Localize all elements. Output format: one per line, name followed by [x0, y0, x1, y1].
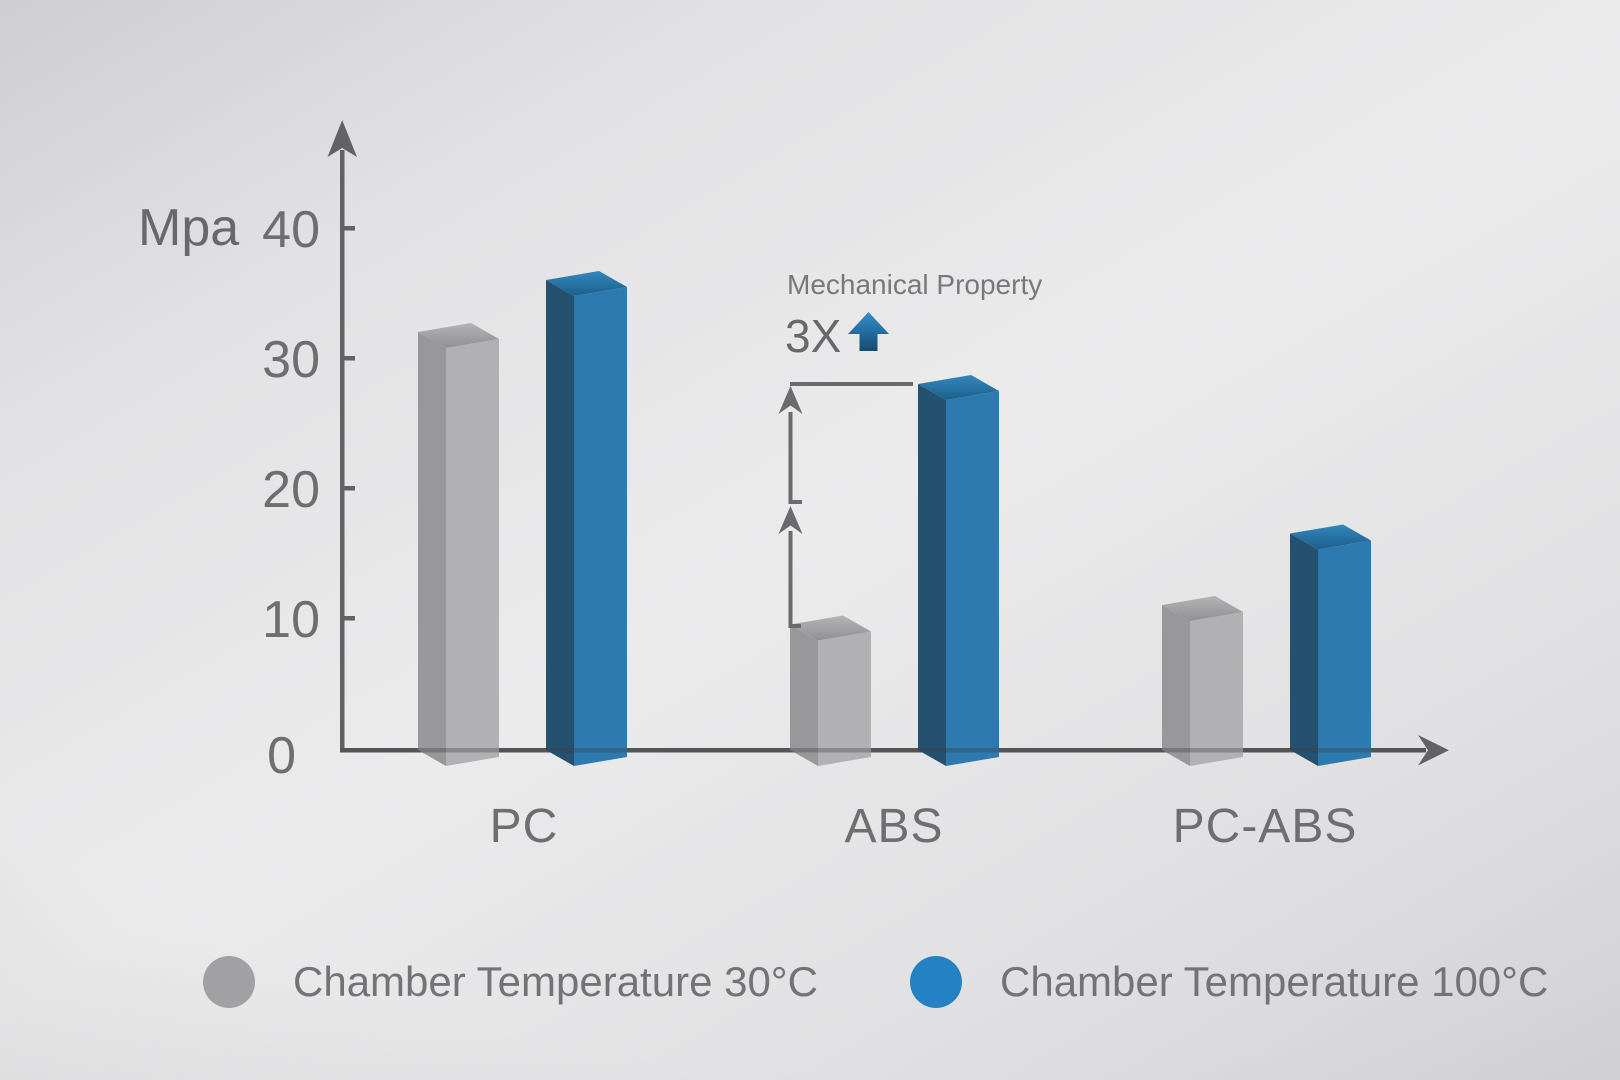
dimension-3x: [778, 382, 913, 628]
legend-dot-30c-icon: [203, 956, 255, 1008]
y-tick-label-20: 20: [262, 461, 320, 519]
bar-pc-100c: [546, 271, 627, 766]
y-axis-ticks: [344, 226, 355, 621]
increase-arrow-icon: [848, 312, 889, 351]
annotation-title: Mechanical Property: [787, 269, 1043, 300]
y-tick-label-10: 10: [262, 591, 320, 649]
y-axis-line: [340, 150, 345, 752]
bar-abs-100c: [918, 375, 999, 766]
y-axis-unit-label: Mpa: [138, 199, 240, 257]
axes: [327, 120, 1449, 766]
x-label-pc-abs: PC-ABS: [1172, 800, 1358, 853]
bars-layer: [418, 271, 1371, 766]
bar-pc-abs-100c: [1290, 524, 1371, 766]
annotation-multiplier: 3X: [785, 310, 842, 362]
legend-dot-100c-icon: [910, 956, 962, 1008]
x-label-abs: ABS: [844, 800, 944, 853]
x-axis-line-overlay: [340, 748, 1426, 753]
legend-label-30c: Chamber Temperature 30°C: [293, 958, 818, 1005]
legend-label-100c: Chamber Temperature 100°C: [1000, 958, 1549, 1005]
legend-item-100c: Chamber Temperature 100°C: [910, 956, 1548, 1008]
bar-abs-30c: [790, 615, 871, 766]
x-axis-line: [340, 748, 1426, 753]
x-axis-arrow-icon: [1418, 735, 1449, 766]
legend-item-30c: Chamber Temperature 30°C: [203, 956, 818, 1008]
dimension-upper-arrow-icon: [778, 386, 803, 414]
x-label-pc: PC: [489, 800, 559, 853]
y-axis-arrow-icon: [327, 120, 357, 157]
bar-pc-abs-30c: [1162, 596, 1243, 766]
bar-pc-30c: [418, 323, 499, 766]
y-tick-label-40: 40: [262, 201, 320, 259]
dimension-lower-arrow-icon: [778, 506, 803, 534]
y-tick-label-30: 30: [262, 331, 320, 389]
y-tick-label-0: 0: [267, 727, 296, 785]
